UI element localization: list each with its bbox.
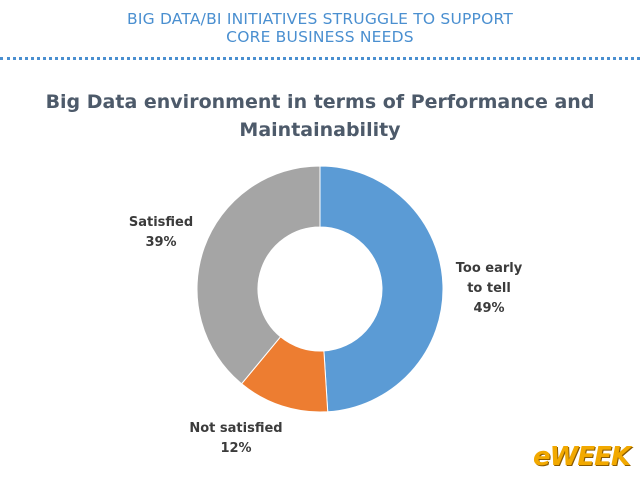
chart-title: Big Data environment in terms of Perform… [40, 88, 600, 144]
slice-label-0: Too early to tell 49% [456, 261, 523, 316]
slice-label-2: Satisfied 39% [129, 215, 193, 250]
donut-labels: Too early to tell 49% Not satisfied 12% Satis… [129, 215, 523, 456]
slice-category-label: Not satisfied [189, 421, 282, 436]
chart-title-line-2: Maintainability [239, 119, 401, 141]
slice-category-label: to tell [467, 281, 511, 296]
chart-title-line-1: Big Data environment in terms of Perform… [45, 91, 595, 113]
slice-value-label: 49% [473, 301, 504, 316]
header-line-2: CORE BUSINESS NEEDS [226, 28, 414, 46]
slice-label-1: Not satisfied 12% [189, 421, 282, 456]
slice-category-label: Too early [456, 261, 523, 276]
header-line-1: BIG DATA/BI INITIATIVES STRUGGLE TO SUPP… [127, 10, 513, 28]
slide-header: BIG DATA/BI INITIATIVES STRUGGLE TO SUPP… [0, 0, 640, 56]
slice-category-label: Satisfied [129, 215, 193, 230]
donut-slice-0 [319, 165, 444, 413]
header-divider [0, 57, 640, 60]
donut-slice-2 [196, 165, 321, 385]
slice-value-label: 39% [145, 235, 176, 250]
donut-slices [196, 165, 444, 413]
slice-value-label: 12% [220, 441, 251, 456]
eweek-logo: eWEEK [533, 442, 631, 472]
